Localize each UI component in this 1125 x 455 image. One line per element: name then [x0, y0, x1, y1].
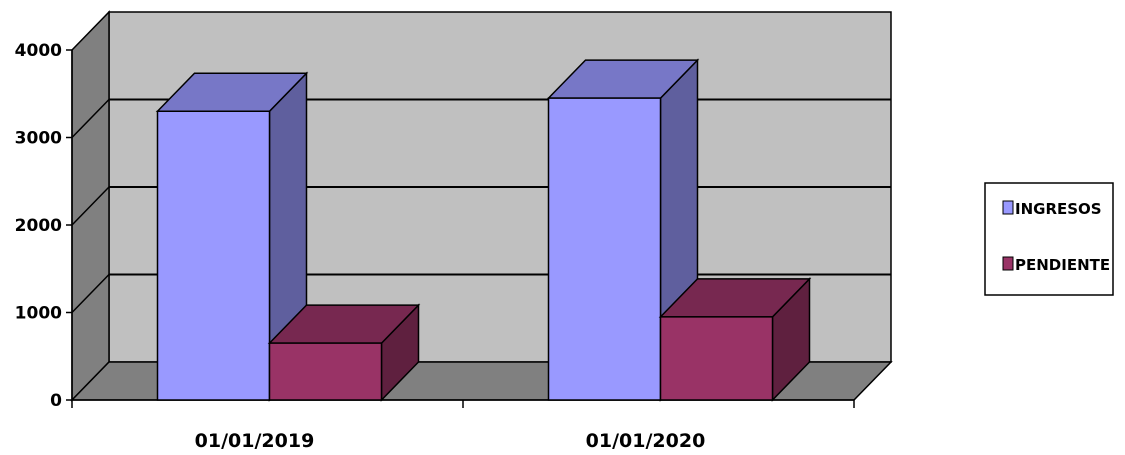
y-tick-label: 4000: [15, 41, 62, 61]
gridline-side: [71, 98, 110, 139]
legend-swatch: [1002, 256, 1014, 271]
legend: INGRESOS PENDIENTE: [984, 182, 1114, 296]
gridline-side: [71, 273, 110, 314]
bar: [156, 110, 271, 401]
bar: [268, 342, 383, 401]
legend-label: INGRESOS: [1015, 200, 1102, 218]
bar: [547, 97, 662, 401]
x-axis-categories: 01/01/2019 01/01/2020: [195, 430, 706, 452]
legend-label: PENDIENTE: [1015, 256, 1110, 274]
legend-swatch: [1002, 200, 1014, 215]
x-category-label: 01/01/2019: [195, 430, 315, 452]
gridline-side: [71, 186, 110, 226]
y-tick-label: 0: [50, 391, 62, 411]
y-tick-label: 1000: [15, 304, 62, 324]
bar: [659, 316, 774, 401]
y-axis-ticks: 0 1000 2000 3000 4000: [15, 41, 72, 411]
y-tick-label: 3000: [15, 129, 62, 149]
chart-bars: [155, 58, 812, 402]
x-category-label: 01/01/2020: [586, 430, 706, 452]
y-tick-label: 2000: [15, 216, 62, 236]
